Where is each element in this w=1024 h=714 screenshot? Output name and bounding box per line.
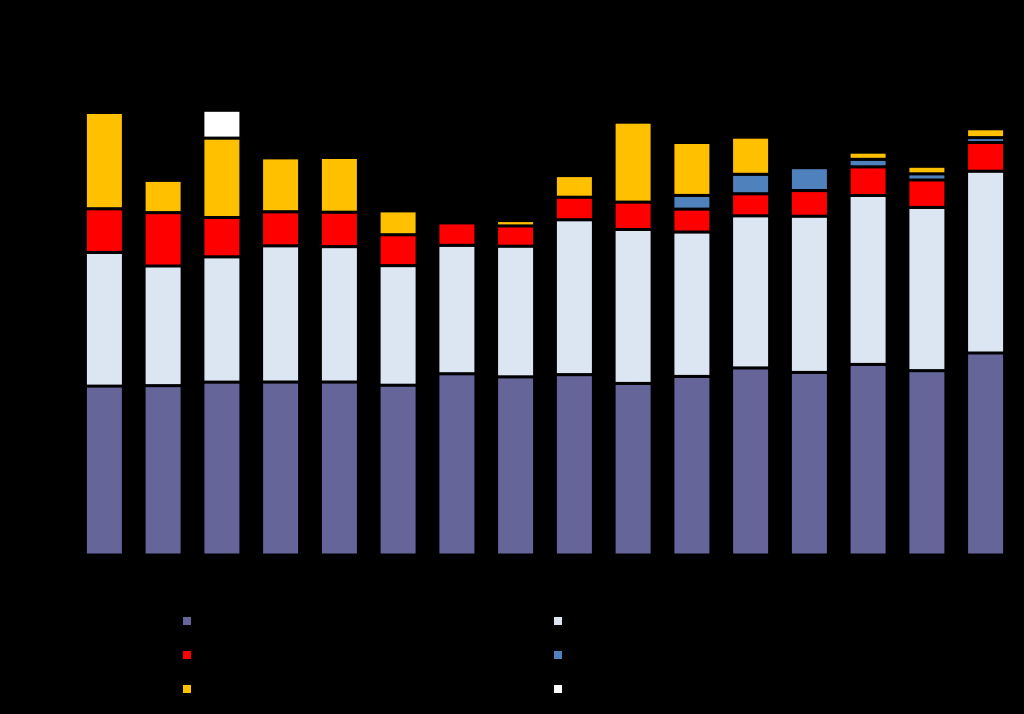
bar-segment-s4-c10 — [671, 141, 713, 197]
bar-segment-s2-c10 — [671, 207, 713, 234]
bar-segment-s2-c9 — [612, 200, 654, 232]
bar-segment-s1-c6 — [436, 243, 478, 376]
bar-segment-s4-c9 — [612, 120, 654, 204]
legend-marker-s1 — [554, 617, 562, 625]
bar-segment-s1-c3 — [260, 244, 302, 384]
bar-segment-s1-c13 — [847, 193, 889, 366]
bar-segment-s2-c11 — [730, 192, 772, 218]
bar-segment-s1-c14 — [906, 205, 948, 373]
bar-segment-s4-c13 — [847, 150, 889, 161]
bar-segment-s5-c2 — [201, 108, 243, 140]
legend — [183, 617, 562, 693]
bar-segment-s4-c7 — [495, 219, 537, 228]
bar-segment-s3-c11 — [730, 172, 772, 196]
bar-segment-s1-c10 — [671, 230, 713, 378]
bar-segment-s0-c14 — [906, 369, 948, 557]
bar-segment-s4-c15 — [965, 127, 1007, 140]
bars-group — [83, 108, 1007, 557]
bar-segment-s0-c5 — [377, 383, 419, 557]
bar-segment-s4-c4 — [318, 156, 360, 214]
bar-segment-s4-c0 — [83, 111, 125, 211]
bar-segment-s1-c1 — [142, 264, 184, 388]
bar-segment-s2-c15 — [965, 141, 1007, 173]
legend-marker-s3 — [554, 651, 562, 659]
bar-segment-s2-c8 — [553, 195, 595, 222]
bar-segment-s0-c11 — [730, 366, 772, 557]
bar-segment-s0-c8 — [553, 373, 595, 557]
bar-segment-s0-c6 — [436, 372, 478, 557]
bar-segment-s1-c9 — [612, 227, 654, 385]
bar-segment-s1-c8 — [553, 218, 595, 377]
bar-segment-s4-c1 — [142, 178, 184, 215]
bar-segment-s4-c12 — [788, 163, 830, 170]
bar-segment-s1-c4 — [318, 245, 360, 384]
bar-segment-s2-c0 — [83, 207, 125, 254]
bar-segment-s2-c5 — [377, 233, 419, 268]
bar-segment-s4-c2 — [201, 136, 243, 220]
bar-segment-s0-c3 — [260, 380, 302, 557]
bar-segment-s2-c13 — [847, 165, 889, 198]
bar-segment-s4-c3 — [260, 156, 302, 214]
bar-segment-s2-c7 — [495, 224, 537, 248]
bar-segment-s2-c6 — [436, 221, 478, 247]
bar-segment-s2-c1 — [142, 211, 184, 268]
bar-segment-s0-c4 — [318, 380, 360, 557]
bar-segment-s1-c2 — [201, 255, 243, 384]
bar-segment-s4-c6 — [436, 219, 478, 225]
bar-segment-s0-c13 — [847, 362, 889, 557]
bar-segment-s1-c15 — [965, 169, 1007, 355]
bar-segment-s2-c3 — [260, 210, 302, 248]
legend-marker-s5 — [554, 685, 562, 693]
bar-segment-s1-c11 — [730, 214, 772, 370]
bar-segment-s4-c14 — [906, 164, 948, 176]
bar-segment-s2-c4 — [318, 210, 360, 249]
bar-segment-s4-c8 — [553, 174, 595, 199]
bar-segment-s4-c11 — [730, 135, 772, 176]
bar-segment-s1-c0 — [83, 250, 125, 388]
bar-segment-s1-c5 — [377, 264, 419, 387]
bar-segment-s0-c1 — [142, 384, 184, 557]
bar-segment-s0-c7 — [495, 375, 537, 557]
x-axis — [74, 557, 1016, 565]
bar-segment-s1-c12 — [788, 214, 830, 374]
bar-segment-s2-c2 — [201, 216, 243, 259]
legend-marker-s2 — [183, 651, 191, 659]
bar-segment-s3-c12 — [788, 166, 830, 193]
bar-segment-s0-c2 — [201, 380, 243, 557]
bar-segment-s4-c5 — [377, 209, 419, 237]
bar-segment-s2-c14 — [906, 178, 948, 209]
legend-marker-s4 — [183, 685, 191, 693]
bar-segment-s0-c10 — [671, 374, 713, 557]
bar-segment-s1-c7 — [495, 244, 537, 379]
legend-marker-s0 — [183, 617, 191, 625]
bar-segment-s0-c9 — [612, 381, 654, 557]
bar-segment-s2-c12 — [788, 189, 830, 218]
bar-segment-s0-c15 — [965, 351, 1007, 557]
bar-segment-s0-c0 — [83, 384, 125, 557]
bar-segment-s0-c12 — [788, 370, 830, 557]
bar-segment-s3-c10 — [671, 193, 713, 211]
